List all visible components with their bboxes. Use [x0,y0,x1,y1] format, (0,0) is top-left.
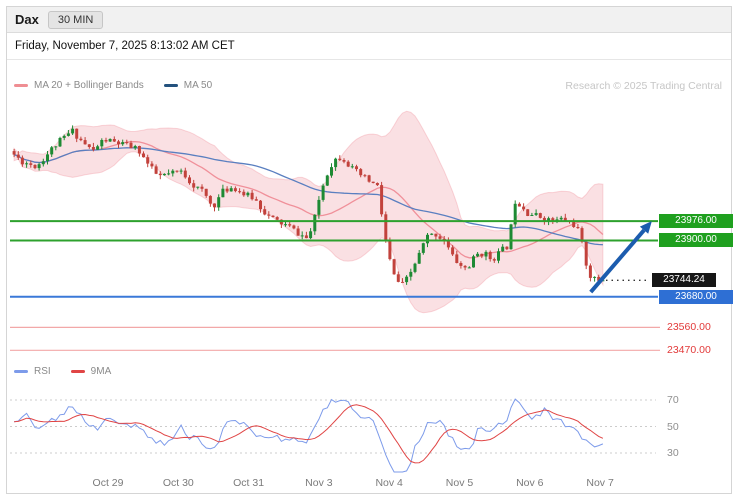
label-s3: 23470.00 [667,344,711,357]
chart-datetime: Friday, November 7, 2025 8:13:02 AM CET [15,40,235,52]
timeframe-badge[interactable]: 30 MIN [47,10,104,29]
chart-card: Dax 30 MIN Friday, November 7, 2025 8:13… [6,6,732,494]
rsi-swatch [14,370,28,373]
x-tick: Nov 7 [586,477,614,489]
rsi-tick-70: 70 [667,394,679,406]
ma50-swatch [163,84,178,87]
date-row: Friday, November 7, 2025 8:13:02 AM CET [7,33,731,60]
rsi-tick-50: 50 [667,420,679,433]
instrument-title: Dax [15,12,39,27]
label-last: 23744.24 [652,273,716,288]
x-tick: Oct 30 [162,477,194,489]
rsi-ma-swatch [70,370,85,373]
main-chart-legend: MA 20 + Bollinger Bands MA 50 [14,80,212,91]
rsi-ma-label: 9MA [90,366,112,377]
ma20-bollinger-label: MA 20 + Bollinger Bands [34,80,144,91]
header-bar: Dax 30 MIN [7,7,731,33]
label-r1: 23900.00 [659,233,733,248]
x-tick: Nov 6 [516,477,544,489]
ma50-label: MA 50 [183,80,213,91]
label-r2: 23976.00 [659,214,733,229]
ma20-bollinger-swatch [14,84,28,87]
attribution-text: Research © 2025 Trading Central [565,80,722,92]
x-tick: Nov 5 [445,477,474,489]
x-tick: Nov 4 [375,477,403,489]
x-tick: Nov 3 [305,477,333,489]
label-s1: 23680.00 [659,289,733,304]
rsi-label: RSI [34,366,51,377]
x-tick: Oct 31 [233,477,265,489]
label-s2: 23560.00 [667,321,711,334]
rsi-tick-30: 30 [667,447,679,459]
x-tick: Oct 29 [92,477,124,489]
rsi-legend: RSI 9MA [14,366,111,377]
